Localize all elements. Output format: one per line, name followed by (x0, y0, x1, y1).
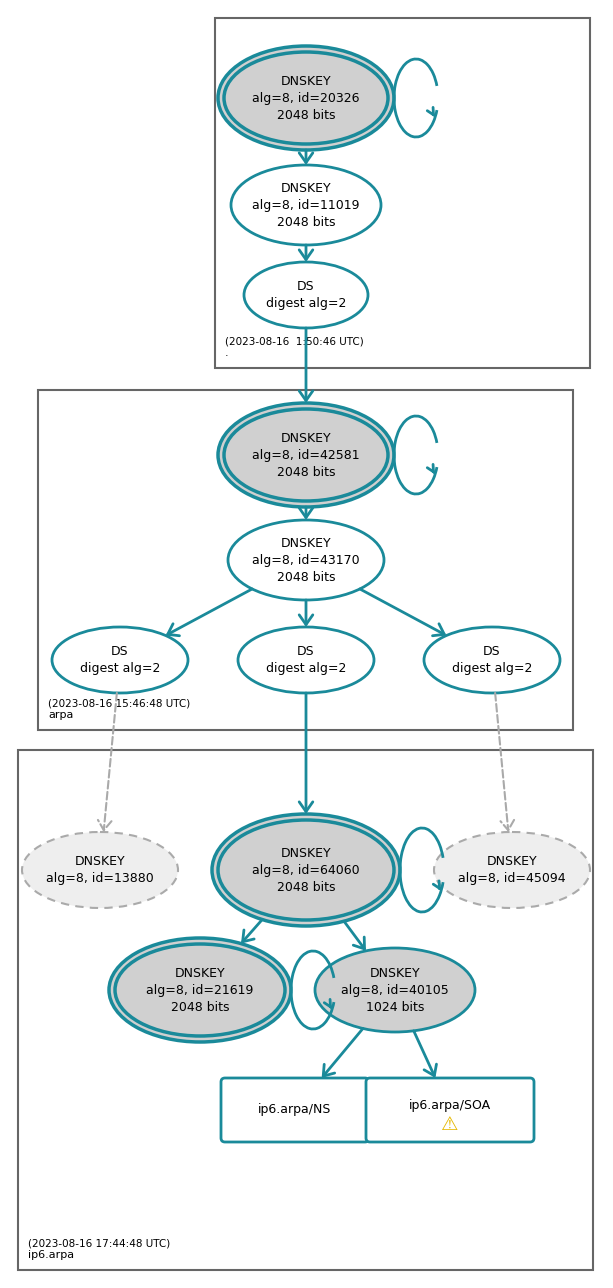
Ellipse shape (115, 944, 285, 1036)
Text: ⚠: ⚠ (441, 1114, 459, 1133)
Text: DNSKEY
alg=8, id=11019
2048 bits: DNSKEY alg=8, id=11019 2048 bits (253, 182, 360, 228)
Ellipse shape (218, 820, 394, 920)
Text: (2023-08-16  1:50:46 UTC): (2023-08-16 1:50:46 UTC) (225, 336, 364, 346)
Ellipse shape (22, 832, 178, 908)
FancyBboxPatch shape (366, 1078, 534, 1142)
Text: ip6.arpa/SOA: ip6.arpa/SOA (409, 1100, 491, 1113)
Text: DS
digest alg=2: DS digest alg=2 (452, 645, 532, 675)
Text: DNSKEY
alg=8, id=45094: DNSKEY alg=8, id=45094 (458, 855, 566, 885)
Ellipse shape (238, 627, 374, 693)
Ellipse shape (231, 165, 381, 245)
Bar (215, 18, 590, 368)
Text: DS
digest alg=2: DS digest alg=2 (266, 279, 346, 310)
Ellipse shape (228, 520, 384, 600)
Text: DNSKEY
alg=8, id=21619
2048 bits: DNSKEY alg=8, id=21619 2048 bits (147, 966, 254, 1014)
Ellipse shape (244, 261, 368, 328)
Text: DS
digest alg=2: DS digest alg=2 (80, 645, 160, 675)
Text: (2023-08-16 17:44:48 UTC): (2023-08-16 17:44:48 UTC) (28, 1238, 170, 1248)
Ellipse shape (224, 52, 388, 144)
Ellipse shape (212, 814, 400, 926)
Text: DNSKEY
alg=8, id=43170
2048 bits: DNSKEY alg=8, id=43170 2048 bits (252, 537, 360, 583)
Text: DS
digest alg=2: DS digest alg=2 (266, 645, 346, 675)
Ellipse shape (424, 627, 560, 693)
Text: .: . (225, 348, 229, 358)
Ellipse shape (218, 46, 394, 149)
Text: DNSKEY
alg=8, id=64060
2048 bits: DNSKEY alg=8, id=64060 2048 bits (252, 846, 360, 894)
Ellipse shape (218, 403, 394, 507)
Ellipse shape (315, 948, 475, 1032)
Text: (2023-08-16 15:46:48 UTC): (2023-08-16 15:46:48 UTC) (48, 698, 190, 708)
Text: DNSKEY
alg=8, id=20326
2048 bits: DNSKEY alg=8, id=20326 2048 bits (253, 75, 360, 121)
Ellipse shape (109, 938, 291, 1042)
Text: DNSKEY
alg=8, id=13880: DNSKEY alg=8, id=13880 (46, 855, 154, 885)
Text: ip6.arpa/NS: ip6.arpa/NS (258, 1104, 332, 1117)
Text: DNSKEY
alg=8, id=40105
1024 bits: DNSKEY alg=8, id=40105 1024 bits (341, 966, 449, 1014)
Text: arpa: arpa (48, 710, 74, 720)
Ellipse shape (224, 410, 388, 501)
FancyBboxPatch shape (221, 1078, 369, 1142)
Bar (18, 750, 593, 1270)
Text: DNSKEY
alg=8, id=42581
2048 bits: DNSKEY alg=8, id=42581 2048 bits (252, 431, 360, 479)
Ellipse shape (434, 832, 590, 908)
Ellipse shape (52, 627, 188, 693)
Text: ip6.arpa: ip6.arpa (28, 1249, 74, 1260)
Bar (38, 390, 573, 730)
